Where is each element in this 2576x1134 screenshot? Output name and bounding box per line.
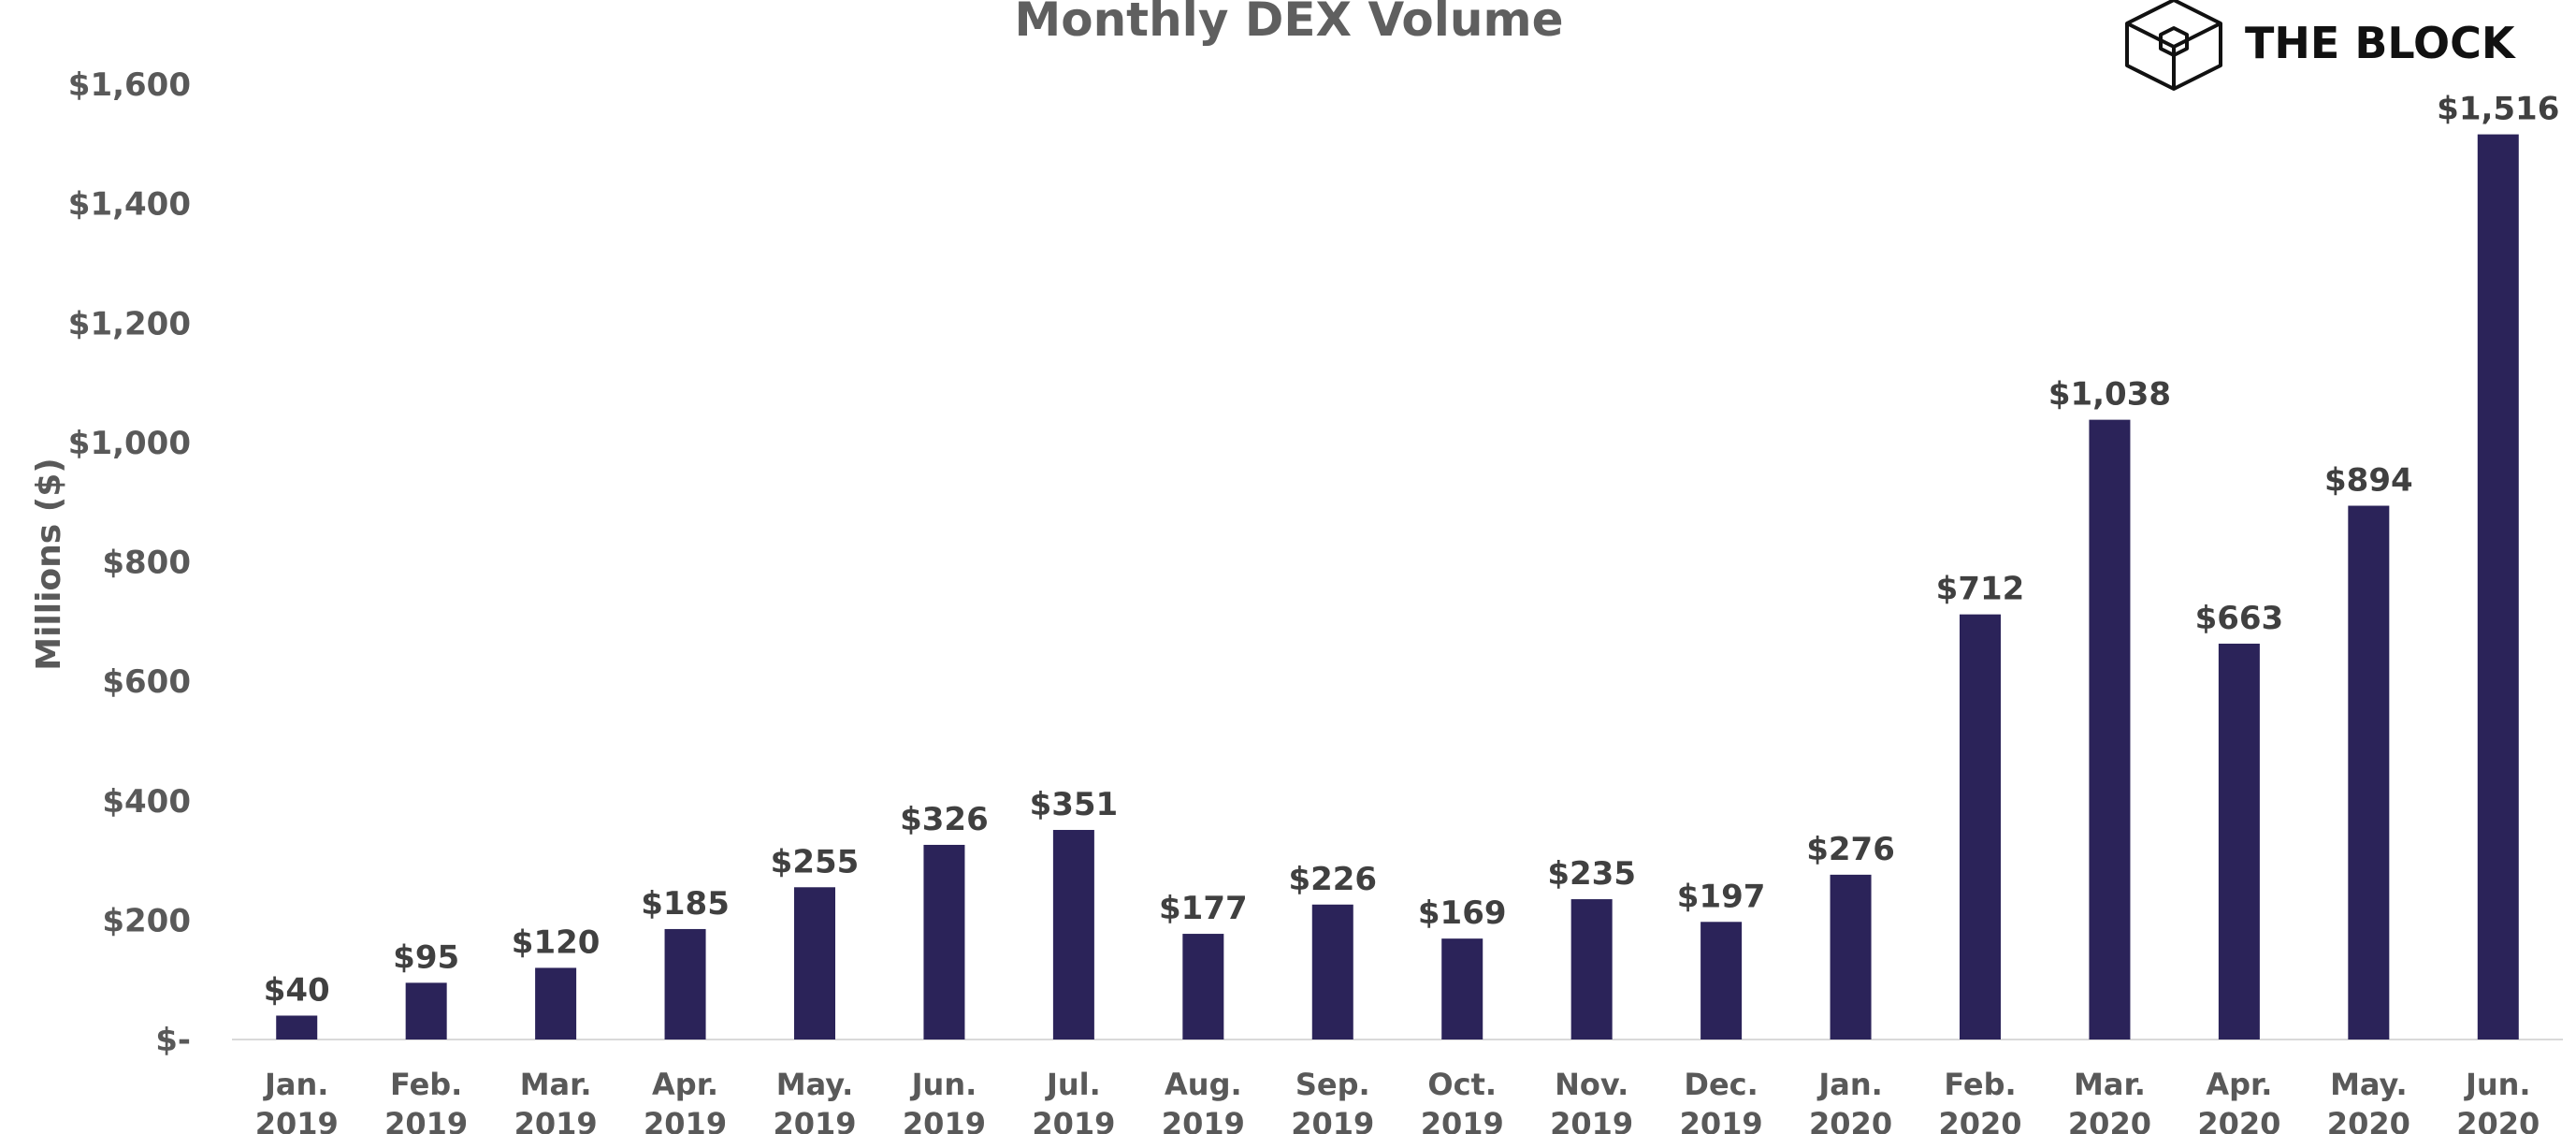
x-tick-year: 2019	[384, 1106, 468, 1134]
data-labels: $40 $95 $120 $185 $255 $326 $351 $177 $226 $169 $2…	[264, 91, 2560, 1010]
y-axis-label: Millions ($)	[30, 458, 68, 670]
bar	[1182, 934, 1224, 1040]
y-tick-label: $800	[102, 545, 191, 582]
y-tick-label: $1,200	[68, 305, 191, 342]
x-tick-month: Nov.	[1555, 1067, 1628, 1102]
x-tick-month: Mar.	[520, 1067, 592, 1102]
x-tick-month: Jan.	[263, 1067, 328, 1102]
data-label: $894	[2324, 462, 2413, 500]
data-label: $197	[1677, 878, 1766, 915]
bar-series	[276, 134, 2519, 1040]
bar	[2089, 419, 2131, 1040]
x-tick-month: Feb.	[390, 1067, 462, 1102]
data-label: $235	[1547, 855, 1636, 893]
data-label: $185	[641, 885, 730, 923]
bar	[1960, 614, 2001, 1040]
x-tick-month: Apr.	[2206, 1067, 2272, 1102]
chart-title: Monthly DEX Volume	[1014, 0, 1563, 47]
bar	[1830, 874, 1872, 1040]
y-tick-label: $1,400	[68, 186, 191, 224]
x-tick-month: Sep.	[1295, 1067, 1370, 1102]
x-tick-month: Apr.	[652, 1067, 718, 1102]
x-tick-year: 2019	[903, 1106, 986, 1134]
x-axis-ticks: Jan. 2019 Feb. 2019 Mar. 2019 Apr. 2019 May. 2019…	[255, 1067, 2540, 1134]
data-label: $712	[1936, 571, 2025, 608]
x-tick-year: 2020	[2068, 1106, 2151, 1134]
x-tick-year: 2020	[1809, 1106, 1892, 1134]
data-label: $351	[1030, 786, 1119, 823]
x-tick-year: 2019	[1550, 1106, 1633, 1134]
y-tick-label: $1,600	[68, 66, 191, 104]
x-tick-month: Mar.	[2074, 1067, 2146, 1102]
x-tick-month: Dec.	[1684, 1067, 1758, 1102]
bar	[535, 967, 577, 1040]
bar	[1052, 830, 1094, 1040]
data-label: $1,038	[2048, 376, 2171, 414]
data-label: $169	[1418, 894, 1507, 932]
y-tick-label: $1,000	[68, 425, 191, 462]
x-tick-month: Jul.	[1045, 1067, 1101, 1102]
bar	[2477, 134, 2519, 1040]
cube-logo-icon	[2125, 0, 2222, 91]
x-tick-year: 2019	[1680, 1106, 1763, 1134]
data-label: $326	[900, 801, 989, 838]
x-tick-month: Aug.	[1165, 1067, 1242, 1102]
bar	[794, 887, 835, 1040]
data-label: $120	[512, 923, 601, 961]
x-tick-year: 2019	[1421, 1106, 1504, 1134]
x-tick-year: 2019	[1032, 1106, 1115, 1134]
x-tick-year: 2020	[2456, 1106, 2540, 1134]
bar	[2348, 505, 2390, 1040]
x-tick-month: Jan.	[1816, 1067, 1882, 1102]
data-label: $226	[1288, 861, 1377, 898]
x-tick-month: Jun.	[2464, 1067, 2531, 1102]
x-tick-year: 2019	[255, 1106, 339, 1134]
data-label: $663	[2195, 600, 2284, 637]
x-tick-year: 2019	[1291, 1106, 1374, 1134]
bar	[1441, 938, 1483, 1040]
brand-name: THE BLOCK	[2245, 18, 2517, 68]
data-label: $255	[771, 843, 860, 880]
data-label: $95	[393, 938, 459, 976]
y-tick-label: $-	[155, 1022, 191, 1059]
bar	[276, 1015, 318, 1040]
data-label: $276	[1806, 831, 1895, 868]
bar	[1570, 899, 1613, 1040]
x-tick-month: May.	[776, 1067, 854, 1102]
x-tick-year: 2020	[2197, 1106, 2280, 1134]
x-tick-year: 2020	[1938, 1106, 2021, 1134]
y-tick-label: $600	[102, 663, 191, 701]
data-label: $1,516	[2437, 91, 2559, 128]
bar	[405, 982, 447, 1040]
bar	[664, 928, 706, 1040]
data-label: $177	[1159, 890, 1248, 927]
brand-logo: THE BLOCK	[2125, 0, 2517, 91]
data-label: $40	[264, 971, 330, 1009]
x-tick-month: May.	[2330, 1067, 2408, 1102]
x-tick-year: 2019	[773, 1106, 856, 1134]
x-tick-month: Jun.	[910, 1067, 977, 1102]
y-tick-label: $400	[102, 783, 191, 821]
x-tick-year: 2020	[2327, 1106, 2410, 1134]
y-tick-label: $200	[102, 902, 191, 939]
x-tick-month: Oct.	[1427, 1067, 1497, 1102]
bar	[2218, 643, 2260, 1040]
y-axis-ticks: $- $200 $400 $600 $800 $1,000 $1,200 $1,400 $1,6…	[68, 66, 191, 1059]
x-tick-year: 2019	[514, 1106, 598, 1134]
bar	[1700, 922, 1743, 1040]
bar	[1311, 904, 1353, 1040]
x-tick-year: 2019	[644, 1106, 727, 1134]
x-tick-month: Feb.	[1944, 1067, 2016, 1102]
bar	[923, 844, 965, 1040]
x-tick-year: 2019	[1162, 1106, 1245, 1134]
